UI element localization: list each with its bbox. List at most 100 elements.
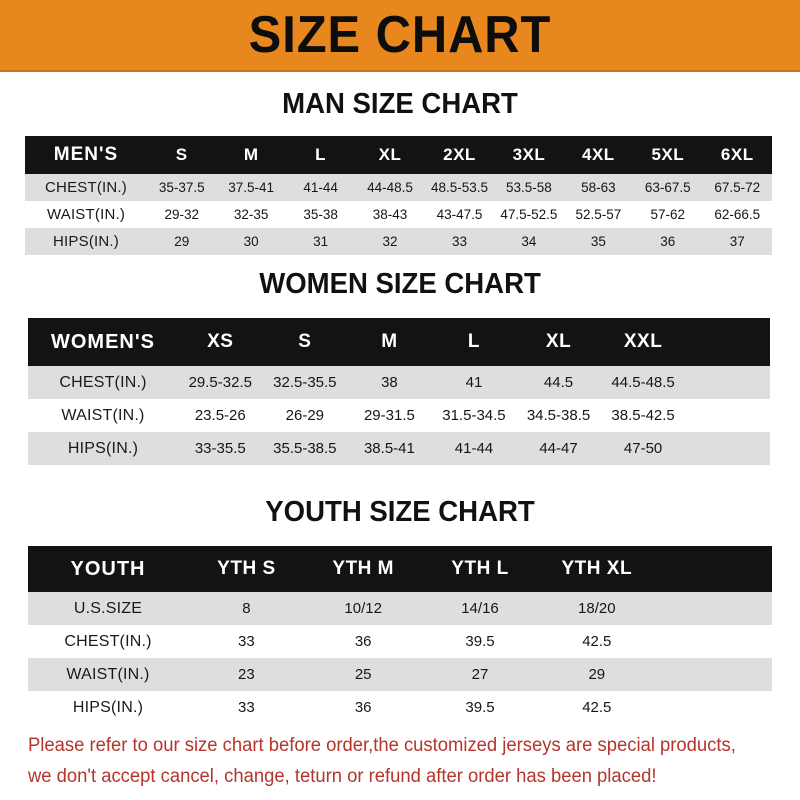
men-cell: 38-43 <box>372 207 408 222</box>
disclaimer-note: Please refer to our size chart before or… <box>28 730 757 792</box>
women-size-column-header: XL <box>545 331 572 352</box>
youth-row-label: CHEST(IN.) <box>64 632 152 650</box>
women-size-column-header: L <box>467 331 481 352</box>
men-row-label: HIPS(IN.) <box>53 233 119 250</box>
women-row-label: HIPS(IN.) <box>67 439 139 457</box>
women-table-row: CHEST(IN.) 29.5-32.5 32.5-35.5 38 41 44.5 44.5… <box>28 366 770 399</box>
women-cell: 33-35.5 <box>194 440 246 457</box>
youth-cell: 10/12 <box>344 600 382 617</box>
men-cell: 63-67.5 <box>644 180 691 195</box>
youth-row-label: U.S.SIZE <box>73 599 143 617</box>
men-table-row: HIPS(IN.) 29 30 31 32 33 34 35 36 37 <box>25 228 772 255</box>
women-cell: 32.5-35.5 <box>273 374 337 391</box>
women-cell: 35.5-38.5 <box>273 440 337 457</box>
women-cell: 31.5-34.5 <box>442 407 506 424</box>
women-cell <box>685 399 770 432</box>
men-size-column-header: 4XL <box>582 145 615 164</box>
men-cell: 34 <box>521 234 537 249</box>
women-size-column-header: M <box>381 331 398 352</box>
men-cell: 67.5-72 <box>714 180 761 195</box>
youth-table-row: CHEST(IN.) 33 36 39.5 42.5 <box>28 625 772 658</box>
men-table-row: WAIST(IN.) 29-32 32-35 35-38 38-43 43-47.5 47.… <box>25 201 772 228</box>
men-cell: 41-44 <box>303 180 338 195</box>
youth-size-column-header: YTH L <box>451 558 509 579</box>
men-section-title: MAN SIZE CHART <box>282 88 518 120</box>
youth-cell: 42.5 <box>582 699 612 716</box>
men-header-row: MEN'S S M L XL 2XL 3XL 4XL 5XL 6XL <box>25 136 772 174</box>
women-cell: 44.5-48.5 <box>611 374 675 391</box>
women-cell: 44-47 <box>539 440 578 457</box>
men-size-column-header: S <box>175 145 188 164</box>
men-size-column-header: 2XL <box>443 145 476 164</box>
women-table-row: WAIST(IN.) 23.5-26 26-29 29-31.5 31.5-34.5 34… <box>28 399 770 432</box>
women-table-row: HIPS(IN.) 33-35.5 35.5-38.5 38.5-41 41-44 44-… <box>28 432 770 465</box>
women-section-title: WOMEN SIZE CHART <box>259 268 541 300</box>
women-cell: 38.5-42.5 <box>611 407 675 424</box>
women-cell: 38 <box>381 374 398 391</box>
youth-header-row: YOUTH YTH S YTH M YTH L YTH XL <box>28 546 772 592</box>
youth-cell: 27 <box>471 666 489 683</box>
women-size-column-header <box>685 318 770 366</box>
women-cell: 41 <box>465 374 483 391</box>
men-size-column-header: L <box>315 145 327 164</box>
women-size-column-header: XS <box>207 331 234 352</box>
youth-cell: 36 <box>354 699 372 716</box>
youth-size-column-header: YTH M <box>332 558 394 579</box>
disclaimer-line-1: Please refer to our size chart before or… <box>28 735 736 756</box>
women-cell: 41-44 <box>454 440 494 457</box>
youth-cell: 14/16 <box>461 600 499 617</box>
men-table-body: MEN'S S M L XL 2XL 3XL 4XL 5XL 6XL CHEST(IN.) 35-37… <box>25 136 772 255</box>
men-cell: 29 <box>174 234 190 249</box>
youth-size-column-header: YTH XL <box>561 558 633 579</box>
page-title: SIZE CHART <box>248 6 552 64</box>
men-cell: 43-47.5 <box>436 207 483 222</box>
women-cell: 26-29 <box>285 407 325 424</box>
men-size-column-header: M <box>243 145 259 164</box>
youth-section-title: YOUTH SIZE CHART <box>265 496 535 528</box>
youth-table-body: YOUTH YTH S YTH M YTH L YTH XL U.S.SIZE 8 10/12… <box>28 546 772 724</box>
men-cell: 47.5-52.5 <box>500 207 558 222</box>
youth-cell: 39.5 <box>465 633 495 650</box>
banner: SIZE CHART <box>0 0 800 72</box>
youth-cell: 23 <box>238 666 255 683</box>
women-size-table: WOMEN'S XS S M L XL XXL CHEST(IN.) 29.5-32.5 32.5… <box>28 318 770 465</box>
youth-cell: 33 <box>238 699 255 716</box>
youth-cell: 25 <box>354 666 372 683</box>
men-cell: 44-48.5 <box>367 180 413 195</box>
men-cell: 31 <box>313 234 329 249</box>
men-cell: 48.5-53.5 <box>430 180 488 195</box>
men-header-label: MEN'S <box>53 144 119 165</box>
women-cell: 44.5 <box>543 374 574 391</box>
men-cell: 35 <box>590 234 606 249</box>
men-size-column-header: 6XL <box>720 145 754 164</box>
women-cell <box>685 432 770 465</box>
youth-cell: 36 <box>354 633 372 650</box>
women-cell: 38.5-41 <box>363 440 415 457</box>
women-cell: 29.5-32.5 <box>188 374 252 391</box>
men-size-table: MEN'S S M L XL 2XL 3XL 4XL 5XL 6XL CHEST(IN.) 35-37… <box>25 136 772 255</box>
men-cell: 35-38 <box>303 207 338 222</box>
women-cell: 34.5-38.5 <box>526 407 591 424</box>
youth-cell: 8 <box>242 600 251 617</box>
men-cell: 33 <box>451 234 467 249</box>
men-cell: 53.5-58 <box>506 180 552 195</box>
youth-cell <box>655 658 772 691</box>
women-size-column-header: XXL <box>623 331 663 352</box>
men-size-column-header: 5XL <box>651 145 685 164</box>
youth-cell <box>655 592 772 625</box>
men-cell: 37.5-41 <box>228 180 275 195</box>
men-row-label: WAIST(IN.) <box>46 206 126 223</box>
men-cell: 30 <box>243 234 259 249</box>
youth-cell <box>655 625 772 658</box>
men-cell: 32 <box>382 234 398 249</box>
women-cell: 23.5-26 <box>194 407 246 424</box>
disclaimer-line-2: we don't accept cancel, change, teturn o… <box>28 766 657 787</box>
men-cell: 29-32 <box>164 207 199 222</box>
youth-cell: 33 <box>238 633 255 650</box>
men-cell: 62-66.5 <box>714 207 761 222</box>
women-table-body: WOMEN'S XS S M L XL XXL CHEST(IN.) 29.5-32.5 32.5… <box>28 318 770 465</box>
youth-header-label: YOUTH <box>70 557 146 580</box>
men-cell: 52.5-57 <box>575 207 622 222</box>
men-row-label: CHEST(IN.) <box>45 179 127 196</box>
